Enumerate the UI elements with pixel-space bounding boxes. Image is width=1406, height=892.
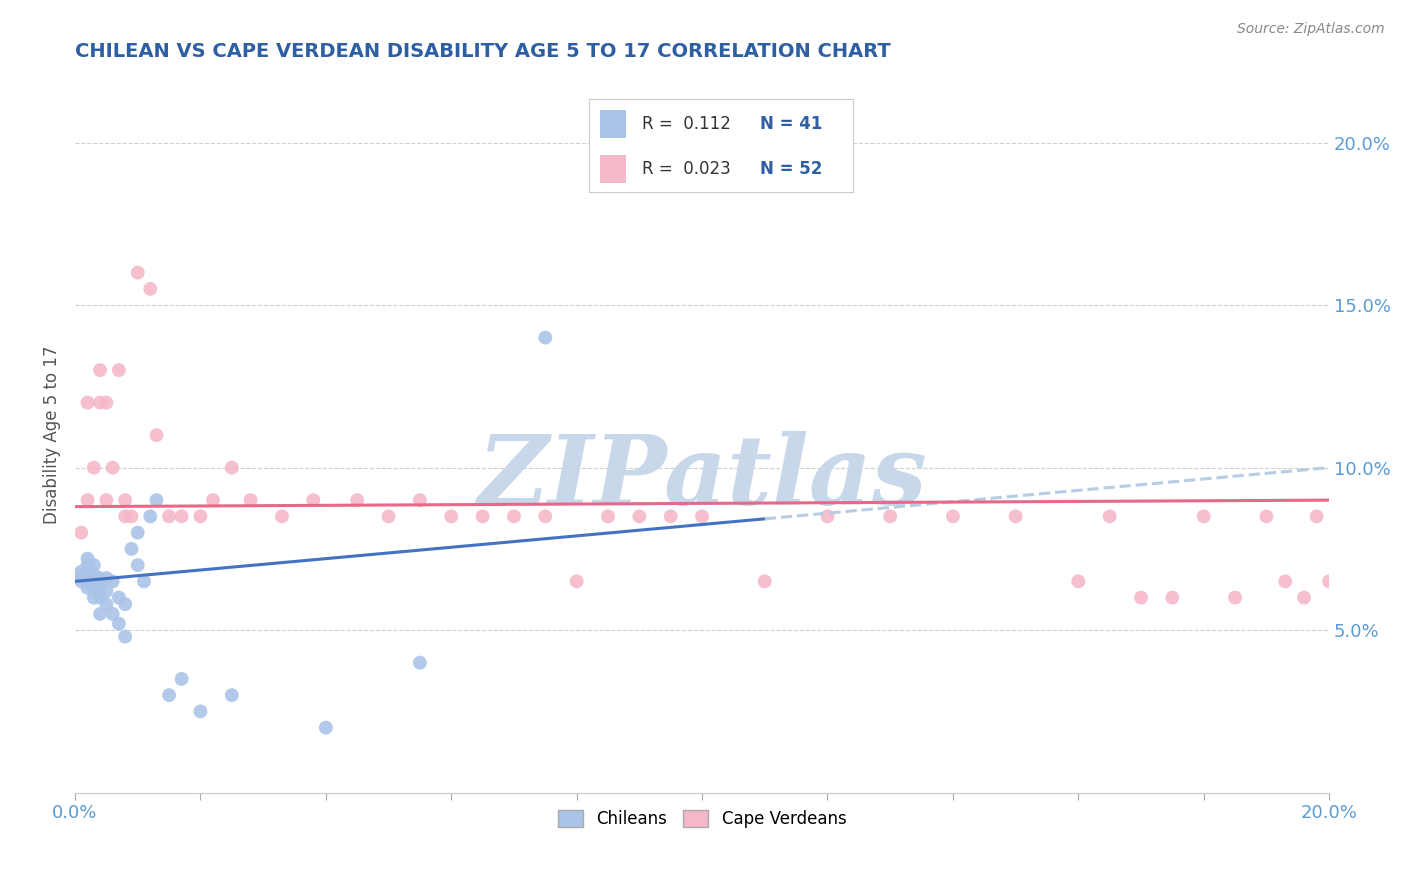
Point	[157, 688, 180, 702]
Point	[534, 509, 557, 524]
Point	[89, 591, 111, 605]
Point	[108, 591, 131, 605]
Point	[1004, 509, 1026, 524]
Point	[170, 509, 193, 524]
Point	[409, 656, 432, 670]
Point	[170, 672, 193, 686]
Point	[503, 509, 526, 524]
Point	[157, 509, 180, 524]
Point	[108, 363, 131, 377]
Point	[315, 721, 337, 735]
Point	[754, 136, 776, 150]
Point	[114, 509, 136, 524]
Point	[83, 581, 105, 595]
Point	[271, 509, 294, 524]
Point	[879, 509, 901, 524]
Point	[83, 558, 105, 573]
Point	[101, 574, 124, 589]
Point	[201, 493, 224, 508]
Point	[96, 395, 118, 409]
Point	[302, 493, 325, 508]
Point	[145, 493, 167, 508]
Point	[377, 509, 399, 524]
Point	[596, 509, 619, 524]
Point	[76, 558, 98, 573]
Point	[70, 574, 93, 589]
Point	[139, 509, 162, 524]
Point	[221, 460, 243, 475]
Point	[817, 509, 839, 524]
Text: CHILEAN VS CAPE VERDEAN DISABILITY AGE 5 TO 17 CORRELATION CHART: CHILEAN VS CAPE VERDEAN DISABILITY AGE 5…	[75, 42, 891, 61]
Point	[89, 395, 111, 409]
Point	[1161, 591, 1184, 605]
Point	[96, 493, 118, 508]
Point	[96, 571, 118, 585]
Text: Source: ZipAtlas.com: Source: ZipAtlas.com	[1237, 22, 1385, 37]
Point	[471, 509, 494, 524]
Point	[1256, 509, 1278, 524]
Point	[1192, 509, 1215, 524]
Point	[89, 581, 111, 595]
Point	[132, 574, 155, 589]
Point	[690, 509, 713, 524]
Point	[190, 705, 212, 719]
Point	[70, 525, 93, 540]
Point	[96, 584, 118, 599]
Point	[114, 630, 136, 644]
Point	[190, 509, 212, 524]
Point	[89, 607, 111, 621]
Point	[440, 509, 463, 524]
Point	[89, 571, 111, 585]
Point	[108, 616, 131, 631]
Point	[76, 574, 98, 589]
Point	[83, 567, 105, 582]
Point	[120, 509, 142, 524]
Point	[145, 428, 167, 442]
Point	[127, 558, 149, 573]
Point	[83, 574, 105, 589]
Point	[1305, 509, 1327, 524]
Point	[221, 688, 243, 702]
Text: ZIPatlas: ZIPatlas	[477, 431, 927, 525]
Point	[1098, 509, 1121, 524]
Point	[70, 565, 93, 579]
Point	[101, 460, 124, 475]
Point	[1223, 591, 1246, 605]
Point	[96, 597, 118, 611]
Point	[76, 493, 98, 508]
Point	[754, 574, 776, 589]
Point	[76, 395, 98, 409]
Point	[76, 581, 98, 595]
Point	[409, 493, 432, 508]
Point	[628, 509, 651, 524]
Point	[83, 591, 105, 605]
Point	[127, 266, 149, 280]
Point	[1292, 591, 1315, 605]
Point	[76, 571, 98, 585]
Point	[127, 525, 149, 540]
Y-axis label: Disability Age 5 to 17: Disability Age 5 to 17	[44, 346, 60, 524]
Point	[76, 565, 98, 579]
Point	[76, 551, 98, 566]
Point	[114, 493, 136, 508]
Point	[83, 460, 105, 475]
Point	[659, 509, 682, 524]
Point	[565, 574, 588, 589]
Point	[120, 541, 142, 556]
Point	[534, 330, 557, 344]
Point	[89, 363, 111, 377]
Point	[139, 282, 162, 296]
Point	[114, 597, 136, 611]
Point	[70, 567, 93, 582]
Point	[101, 607, 124, 621]
Point	[1130, 591, 1153, 605]
Point	[239, 493, 262, 508]
Point	[1274, 574, 1296, 589]
Legend: Chileans, Cape Verdeans: Chileans, Cape Verdeans	[551, 803, 853, 834]
Point	[346, 493, 368, 508]
Point	[942, 509, 965, 524]
Point	[1317, 574, 1340, 589]
Point	[1067, 574, 1090, 589]
